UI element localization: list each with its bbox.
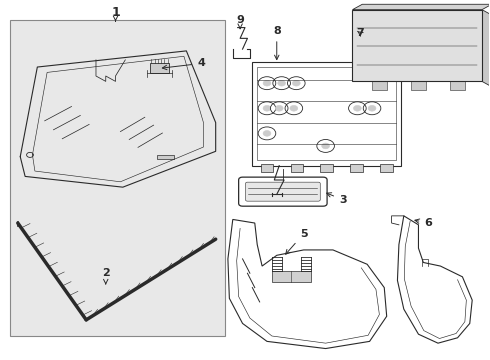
Text: 1: 1 (111, 6, 120, 22)
Text: 5: 5 (286, 229, 307, 254)
Circle shape (278, 80, 286, 86)
Bar (352, 10, 482, 81)
Text: 2: 2 (102, 268, 110, 284)
Text: 4: 4 (162, 58, 205, 70)
Bar (380, 164, 393, 172)
Bar (157, 155, 174, 159)
Text: 7: 7 (356, 28, 364, 38)
FancyBboxPatch shape (10, 21, 225, 336)
Text: 8: 8 (273, 26, 281, 60)
FancyBboxPatch shape (245, 182, 320, 201)
Text: 3: 3 (327, 193, 346, 205)
Bar (272, 271, 311, 282)
Bar (350, 164, 363, 172)
Circle shape (322, 143, 330, 149)
Text: 6: 6 (415, 218, 432, 228)
Bar (150, 63, 169, 73)
Bar (450, 81, 465, 90)
Polygon shape (352, 4, 490, 10)
Bar (372, 81, 387, 90)
Bar (392, 21, 414, 53)
Circle shape (290, 105, 298, 111)
Bar (362, 21, 384, 53)
FancyBboxPatch shape (239, 177, 327, 206)
Circle shape (293, 80, 300, 86)
Circle shape (263, 105, 271, 111)
Circle shape (275, 105, 283, 111)
Circle shape (263, 131, 271, 136)
Circle shape (263, 80, 271, 86)
Bar (411, 81, 426, 90)
Bar (261, 164, 273, 172)
Polygon shape (482, 10, 490, 87)
Text: 9: 9 (236, 15, 244, 28)
Bar (320, 164, 333, 172)
Circle shape (353, 105, 361, 111)
Circle shape (368, 105, 376, 111)
Bar (291, 164, 303, 172)
Bar (426, 21, 448, 53)
